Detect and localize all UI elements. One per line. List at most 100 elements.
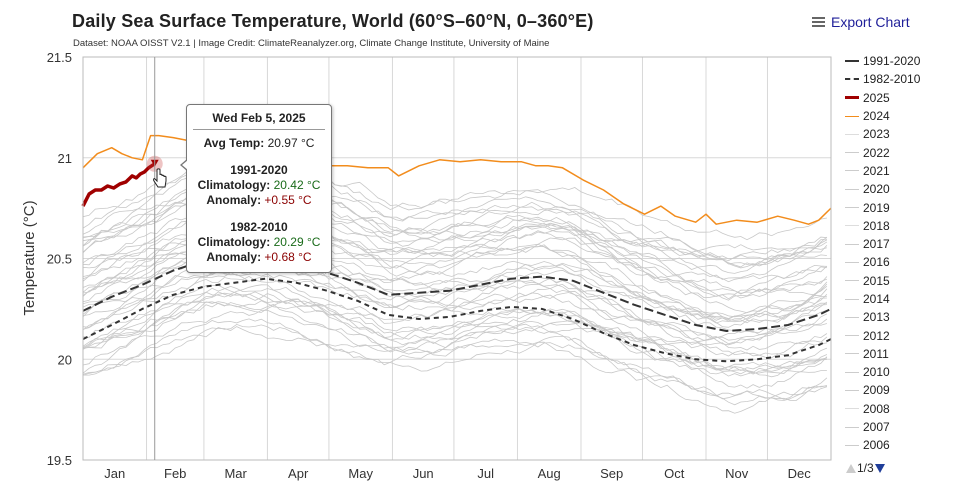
legend-label: 2016 — [863, 255, 890, 270]
y-axis-label: Temperature (°C) — [21, 200, 38, 315]
legend-item-2020[interactable]: 2020 — [845, 180, 920, 198]
legend-swatch — [845, 389, 859, 391]
legend-label: 2018 — [863, 218, 890, 233]
year-line — [83, 323, 828, 400]
legend-next-page-icon[interactable] — [874, 463, 885, 473]
hamburger-menu-icon — [812, 17, 825, 27]
legend-item-2008[interactable]: 2008 — [845, 400, 920, 418]
legend-label: 2012 — [863, 328, 890, 343]
legend-item-2018[interactable]: 2018 — [845, 217, 920, 235]
legend-item-2009[interactable]: 2009 — [845, 381, 920, 399]
year-line — [82, 272, 828, 345]
x-tick-label: Nov — [725, 466, 749, 481]
legend-label: 2009 — [863, 383, 890, 398]
legend-label: 1982-2010 — [863, 72, 921, 87]
legend-swatch — [845, 243, 859, 245]
legend-item-2019[interactable]: 2019 — [845, 198, 920, 216]
legend-item-1991-2020[interactable]: 1991-2020 — [845, 52, 920, 70]
export-chart-button[interactable]: Export Chart — [812, 14, 910, 30]
legend-item-2024[interactable]: 2024 — [845, 107, 920, 125]
series-line-2024 — [82, 134, 832, 225]
tooltip-clim2-row: Climatology: 20.29 °C — [197, 235, 321, 249]
legend-pager: 1/3 — [846, 461, 885, 475]
tooltip-clim1-row: Climatology: 20.42 °C — [197, 178, 321, 192]
tooltip: Wed Feb 5, 2025 Avg Temp: 20.97 °C 1991-… — [180, 104, 332, 273]
legend-label: 2013 — [863, 310, 890, 325]
year-line — [82, 261, 828, 343]
tooltip-divider — [193, 129, 325, 130]
y-tick-label: 20.5 — [47, 252, 72, 267]
legend-swatch — [845, 115, 859, 117]
legend-swatch — [845, 188, 859, 190]
legend-swatch — [845, 408, 859, 410]
series-line-1982-2010 — [82, 277, 832, 363]
legend-swatch — [845, 298, 859, 300]
legend-item-2012[interactable]: 2012 — [845, 326, 920, 344]
legend-label: 2010 — [863, 365, 890, 380]
legend-label: 2020 — [863, 182, 890, 197]
legend-label: 2023 — [863, 127, 890, 142]
y-tick-label: 19.5 — [47, 453, 72, 468]
y-tick-label: 21.5 — [47, 50, 72, 65]
legend-item-2011[interactable]: 2011 — [845, 345, 920, 363]
tooltip-clim1-title: 1991-2020 — [230, 163, 288, 177]
legend-swatch — [845, 444, 859, 446]
legend-label: 2006 — [863, 438, 890, 453]
legend-item-1982-2010[interactable]: 1982-2010 — [845, 70, 920, 88]
legend-item-2014[interactable]: 2014 — [845, 290, 920, 308]
x-tick-label: Jul — [477, 466, 494, 481]
legend-item-2023[interactable]: 2023 — [845, 125, 920, 143]
x-tick-label: Jan — [104, 466, 125, 481]
x-tick-label: Feb — [164, 466, 186, 481]
legend-swatch — [845, 316, 859, 318]
legend-item-2017[interactable]: 2017 — [845, 235, 920, 253]
legend-swatch — [845, 280, 859, 282]
y-tick-label: 20 — [58, 352, 72, 367]
hand-cursor-icon — [153, 168, 167, 188]
legend-item-2021[interactable]: 2021 — [845, 162, 920, 180]
year-line — [82, 275, 828, 359]
x-tick-label: Jun — [413, 466, 434, 481]
tooltip-clim2-value: 20.29 °C — [273, 235, 321, 249]
plot-border — [82, 56, 832, 461]
chart-title: Daily Sea Surface Temperature, World (60… — [72, 11, 594, 31]
year-line — [82, 285, 827, 378]
tooltip-anom1-row: Anomaly: +0.55 °C — [206, 193, 312, 207]
legend-swatch — [845, 133, 859, 135]
legend-label: 2014 — [863, 292, 890, 306]
legend-label: 2015 — [863, 273, 890, 288]
legend-item-2025[interactable]: 2025 — [845, 89, 920, 107]
legend-swatch — [845, 225, 859, 227]
x-tick-label: Aug — [538, 466, 561, 481]
legend-label: 2008 — [863, 401, 890, 416]
legend-label: 1991-2020 — [863, 54, 921, 69]
x-tick-label: Apr — [288, 466, 309, 481]
legend-item-2010[interactable]: 2010 — [845, 363, 920, 381]
legend-swatch — [845, 371, 859, 373]
year-line — [82, 301, 828, 389]
legend-swatch — [845, 78, 859, 81]
legend-label: 2019 — [863, 200, 890, 215]
tooltip-anom1-value: +0.55 °C — [264, 193, 312, 207]
year-line — [82, 318, 828, 414]
legend-item-2015[interactable]: 2015 — [845, 272, 920, 290]
year-line — [82, 309, 827, 401]
legend-page-indicator: 1/3 — [857, 461, 874, 475]
legend-item-2022[interactable]: 2022 — [845, 143, 920, 161]
x-tick-label: Oct — [664, 466, 685, 481]
year-line — [82, 298, 827, 374]
legend-item-2006[interactable]: 2006 — [845, 436, 920, 454]
x-tick-label: Mar — [224, 466, 247, 481]
legend-item-2007[interactable]: 2007 — [845, 418, 920, 436]
tooltip-avg-value: 20.97 °C — [267, 136, 315, 150]
tooltip-anom2-row: Anomaly: +0.68 °C — [206, 250, 312, 264]
legend-prev-page-icon[interactable] — [846, 463, 856, 473]
legend-item-2016[interactable]: 2016 — [845, 253, 920, 271]
legend-label: 2017 — [863, 237, 890, 252]
chart-subtitle: Dataset: NOAA OISST V2.1 | Image Credit:… — [73, 38, 550, 49]
series-line-2025 — [81, 162, 156, 207]
year-line — [82, 323, 828, 406]
legend-swatch — [845, 426, 859, 428]
legend-item-2013[interactable]: 2013 — [845, 308, 920, 326]
